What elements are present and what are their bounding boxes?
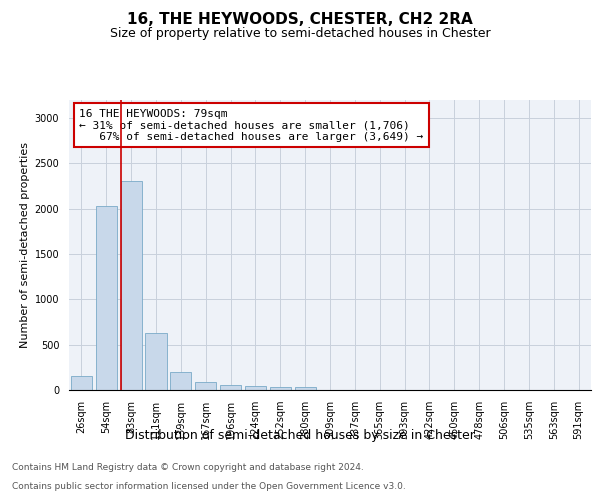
Bar (195, 382, 216, 390)
Bar (270, 387, 291, 390)
Bar (245, 386, 266, 390)
Bar (121, 180, 142, 390)
Text: 16, THE HEYWOODS, CHESTER, CH2 2RA: 16, THE HEYWOODS, CHESTER, CH2 2RA (127, 12, 473, 28)
Text: Contains public sector information licensed under the Open Government Licence v3: Contains public sector information licen… (12, 482, 406, 491)
Text: 16 THE HEYWOODS: 79sqm
← 31% of semi-detached houses are smaller (1,706)
   67% : 16 THE HEYWOODS: 79sqm ← 31% of semi-det… (79, 108, 424, 142)
Bar (96, 206, 117, 390)
Text: Contains HM Land Registry data © Crown copyright and database right 2024.: Contains HM Land Registry data © Crown c… (12, 464, 364, 472)
Bar (170, 372, 191, 390)
Y-axis label: Number of semi-detached properties: Number of semi-detached properties (20, 142, 31, 348)
Text: Size of property relative to semi-detached houses in Chester: Size of property relative to semi-detach… (110, 28, 490, 40)
Bar (145, 333, 167, 390)
Bar (295, 388, 316, 390)
Bar (71, 376, 92, 390)
Bar (220, 386, 241, 390)
Text: Distribution of semi-detached houses by size in Chester: Distribution of semi-detached houses by … (125, 428, 475, 442)
